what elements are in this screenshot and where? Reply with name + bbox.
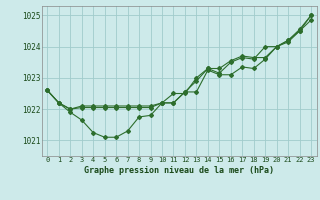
X-axis label: Graphe pression niveau de la mer (hPa): Graphe pression niveau de la mer (hPa) [84, 166, 274, 175]
